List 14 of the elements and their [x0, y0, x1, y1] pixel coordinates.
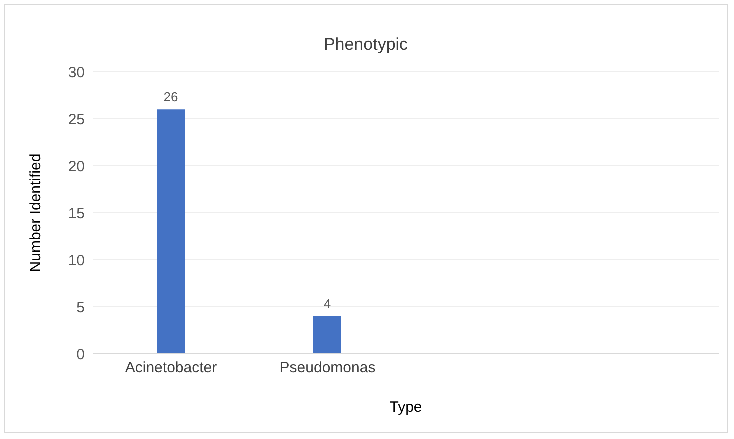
y-tick-label: 30	[68, 64, 85, 82]
y-tick-label: 5	[76, 299, 85, 316]
y-tick-label: 10	[68, 252, 85, 270]
chart-title: Phenotypic	[322, 35, 410, 55]
data-label: 26	[164, 90, 178, 105]
x-tick-label: Acinetobacter	[125, 360, 218, 377]
y-tick-label: 15	[68, 205, 85, 222]
y-axis-title: Number Identified	[27, 154, 44, 272]
y-tick-label: 0	[76, 346, 85, 364]
x-tick-label: Pseudomonas	[280, 360, 376, 377]
y-tick-label: 25	[68, 111, 85, 128]
x-axis-title: Type	[390, 399, 422, 416]
data-label: 4	[324, 296, 332, 312]
y-tick-label: 20	[68, 158, 85, 176]
